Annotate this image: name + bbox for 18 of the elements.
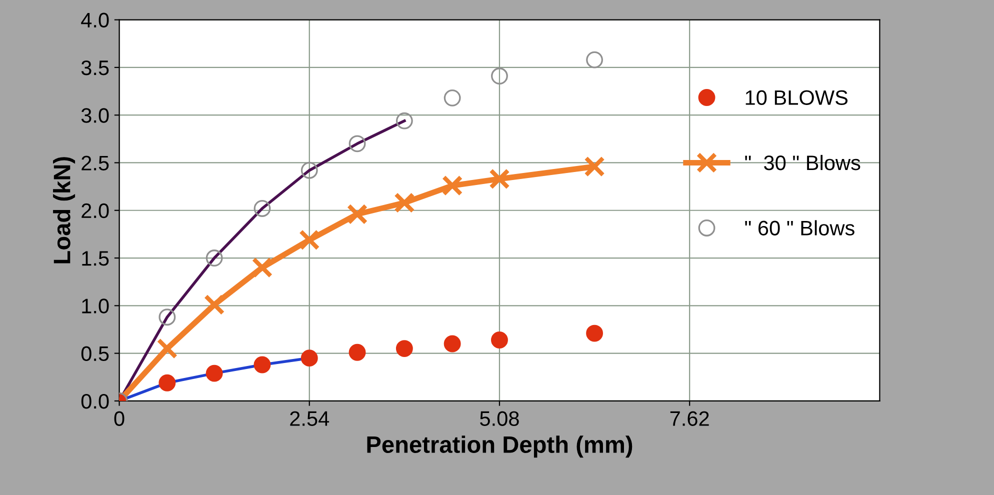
x-tick-label: 0 [114, 411, 124, 426]
y-axis-title: Load (kN) [53, 157, 76, 264]
x-tick-label: 2.54 [290, 411, 330, 426]
y-tick-label: 1.5 [82, 251, 109, 266]
x-tick-label: 5.08 [480, 411, 519, 426]
y-tick-label: 4.0 [81, 12, 109, 28]
x-axis-title: Penetration Depth (mm) [367, 436, 632, 458]
y-tick-label: 1.0 [82, 298, 109, 314]
y-tick-label: 2.5 [82, 156, 109, 170]
legend-label: " 30 " Blows [745, 154, 860, 170]
legend-label: " 60 " Blows [745, 220, 854, 236]
y-tick-label: 3.0 [81, 108, 109, 123]
y-tick-label: 2.0 [82, 203, 109, 218]
x-tick-label: 7.62 [670, 411, 709, 426]
y-tick-label: 3.5 [81, 60, 109, 76]
y-tick-label: 0.5 [81, 346, 109, 362]
legend-label: 10 BLOWS [746, 90, 848, 105]
y-tick-label: 0.0 [81, 394, 109, 409]
